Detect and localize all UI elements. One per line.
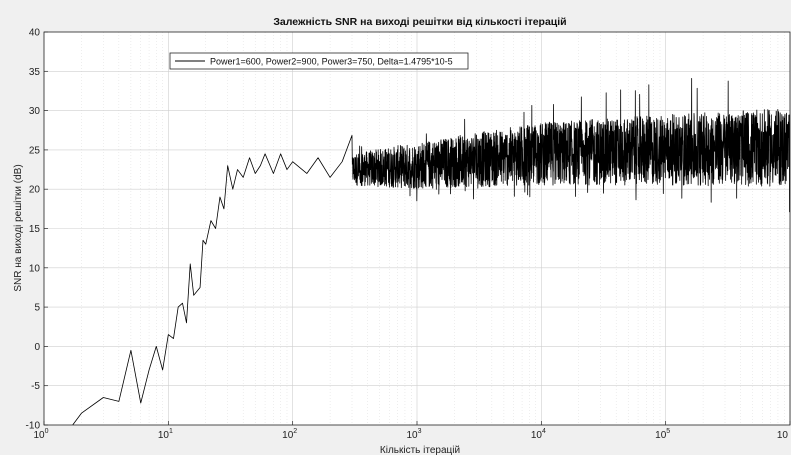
- y-tick-label: 25: [29, 145, 41, 156]
- x-tick-label: 101: [158, 428, 173, 441]
- y-tick-label: 10: [29, 263, 41, 274]
- x-tick-label: 103: [406, 428, 421, 441]
- y-axis-label: SNR на виході решітки (dB): [13, 164, 24, 291]
- y-axis: -10 -5 0 5 10 15 20 25 30 35 40: [26, 28, 48, 432]
- y-tick-label: -5: [31, 381, 40, 392]
- series-group: [72, 77, 790, 425]
- legend-box: [169, 52, 469, 70]
- y-tick-label: 40: [29, 28, 41, 39]
- x-tick-label: 100: [33, 428, 48, 441]
- legend: Power1=600, Power2=900, Power3=750, Delt…: [169, 52, 469, 70]
- y-tick-label: 0: [34, 342, 40, 353]
- x-tick-label: 105: [655, 428, 670, 441]
- minor-grid: [81, 32, 785, 425]
- y-tick-label: -10: [26, 421, 41, 432]
- x-axis-label: Кількість ітерацій: [380, 445, 460, 455]
- y-tick-label: 20: [29, 185, 41, 196]
- x-tick-label: 102: [282, 428, 297, 441]
- x-tick-label: 104: [531, 428, 546, 441]
- x-tick-label: 10: [777, 430, 789, 441]
- y-tick-label: 30: [29, 106, 41, 117]
- chart-title: Залежність SNR на виході решітки від кіл…: [273, 16, 566, 28]
- series-clip: [72, 77, 790, 425]
- y-tick-label: 5: [34, 303, 40, 314]
- y-tick-label: 35: [29, 67, 41, 78]
- series-line: [72, 77, 790, 425]
- y-tick-label: 15: [29, 224, 41, 235]
- legend-entry: Power1=600, Power2=900, Power3=750, Delt…: [210, 57, 453, 67]
